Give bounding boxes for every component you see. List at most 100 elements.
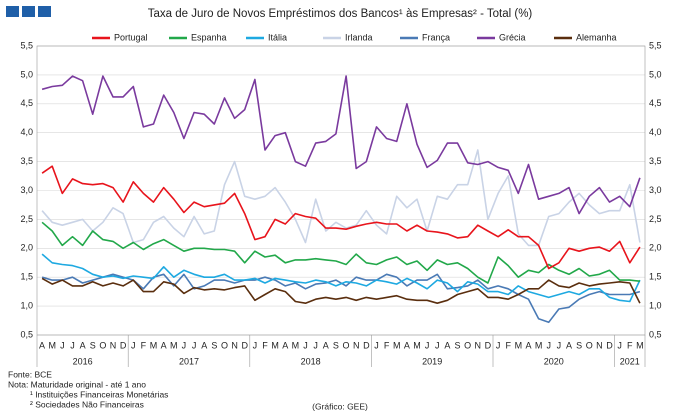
y-tick-label: 5,5 [20,40,33,50]
y2-tick-label: 1,5 [649,272,662,282]
x-tick-label: M [150,340,158,350]
x-tick-label: J [496,340,501,350]
x-tick-label: A [161,340,167,350]
x-tick-label: A [444,340,450,350]
legend-label: França [422,32,450,42]
x-tick-label: D [363,340,370,350]
y-tick-label: 3,5 [20,156,33,166]
x-tick-label: M [515,340,523,350]
x-tick-label: J [617,340,622,350]
x-tick-label: F [627,340,633,350]
x-tick-label: M [413,340,421,350]
y-tick-label: 1,5 [20,272,33,282]
logo-square [22,6,35,17]
legend-label: Espanha [191,32,227,42]
x-tick-label: O [99,340,106,350]
x-tick-label: A [404,340,410,350]
x-tick-label: M [292,340,300,350]
x-tick-label: J [435,340,440,350]
y2-tick-label: 3,5 [649,156,662,166]
legend-label: Grécia [499,32,526,42]
x-tick-label: A [80,340,86,350]
y2-tick-label: 4,0 [649,127,662,137]
x-tick-label: J [374,340,379,350]
x-tick-label: N [596,340,603,350]
credit: (Gráfico: GEE) [312,401,368,411]
legend-label: Portugal [114,32,148,42]
x-tick-label: J [253,340,258,350]
y2-tick-label: 1,0 [649,300,662,310]
x-tick-label: J [60,340,65,350]
x-tick-label: F [505,340,511,350]
y2-tick-label: 2,0 [649,243,662,253]
x-tick-label: S [576,340,582,350]
series-line [41,277,641,305]
x-tick-label: N [475,340,482,350]
x-tick-label: D [241,340,248,350]
x-tick-label: A [566,340,572,350]
x-tick-label: M [535,340,543,350]
x-tick-label: D [485,340,492,350]
y-tick-label: 2,5 [20,214,33,224]
x-tick-label: M [271,340,279,350]
x-tick-label: J [182,340,187,350]
year-label: 2017 [179,356,199,366]
x-tick-label: N [110,340,117,350]
footnote: Nota: Maturidade original - até 1 ano [8,379,146,389]
y-tick-label: 4,5 [20,98,33,108]
y-tick-label: 3,0 [20,185,33,195]
y2-tick-label: 4,5 [649,98,662,108]
x-tick-label: F [384,340,390,350]
y-tick-label: 2,0 [20,243,33,253]
x-tick-label: D [606,340,613,350]
x-tick-label: J [131,340,136,350]
year-label: 2020 [544,356,564,366]
x-tick-label: O [586,340,593,350]
x-tick-label: A [525,340,531,350]
x-tick-label: A [39,340,45,350]
chart-title: Taxa de Juro de Novos Empréstimos dos Ba… [148,8,533,20]
x-tick-label: F [262,340,268,350]
y-tick-label: 5,0 [20,69,33,79]
series-line [41,221,640,284]
logo-square [38,6,51,17]
x-tick-label: S [211,340,217,350]
y-tick-label: 0,5 [20,329,33,339]
year-label: 2019 [422,356,442,366]
x-tick-label: M [48,340,56,350]
x-tick-label: J [425,340,430,350]
y-tick-label: 1,0 [20,300,33,310]
legend-label: Itália [268,32,287,42]
x-tick-label: M [636,340,644,350]
y2-tick-label: 5,5 [649,40,662,50]
x-tick-label: N [231,340,238,350]
legend-label: Irlanda [345,32,373,42]
footnote: ¹ Instituições Financeiras Monetárias [30,389,168,399]
y2-tick-label: 2,5 [649,214,662,224]
x-tick-label: J [557,340,562,350]
series-line [41,75,641,215]
x-tick-label: A [323,340,329,350]
x-tick-label: D [120,340,127,350]
footnote: Fonte: BCE [8,369,52,379]
y2-tick-label: 0,5 [649,329,662,339]
x-tick-label: S [333,340,339,350]
x-tick-label: O [464,340,471,350]
x-tick-label: J [546,340,551,350]
x-tick-label: O [221,340,228,350]
x-tick-label: J [313,340,318,350]
x-tick-label: F [141,340,147,350]
x-tick-label: J [303,340,308,350]
x-tick-label: A [282,340,288,350]
x-tick-label: A [201,340,207,350]
y2-tick-label: 3,0 [649,185,662,195]
year-label: 2016 [73,356,93,366]
x-tick-label: S [90,340,96,350]
x-tick-label: M [170,340,178,350]
year-label: 2021 [620,356,640,366]
x-tick-label: S [455,340,461,350]
year-label: 2018 [301,356,321,366]
series-line [41,253,641,303]
x-tick-label: J [70,340,75,350]
